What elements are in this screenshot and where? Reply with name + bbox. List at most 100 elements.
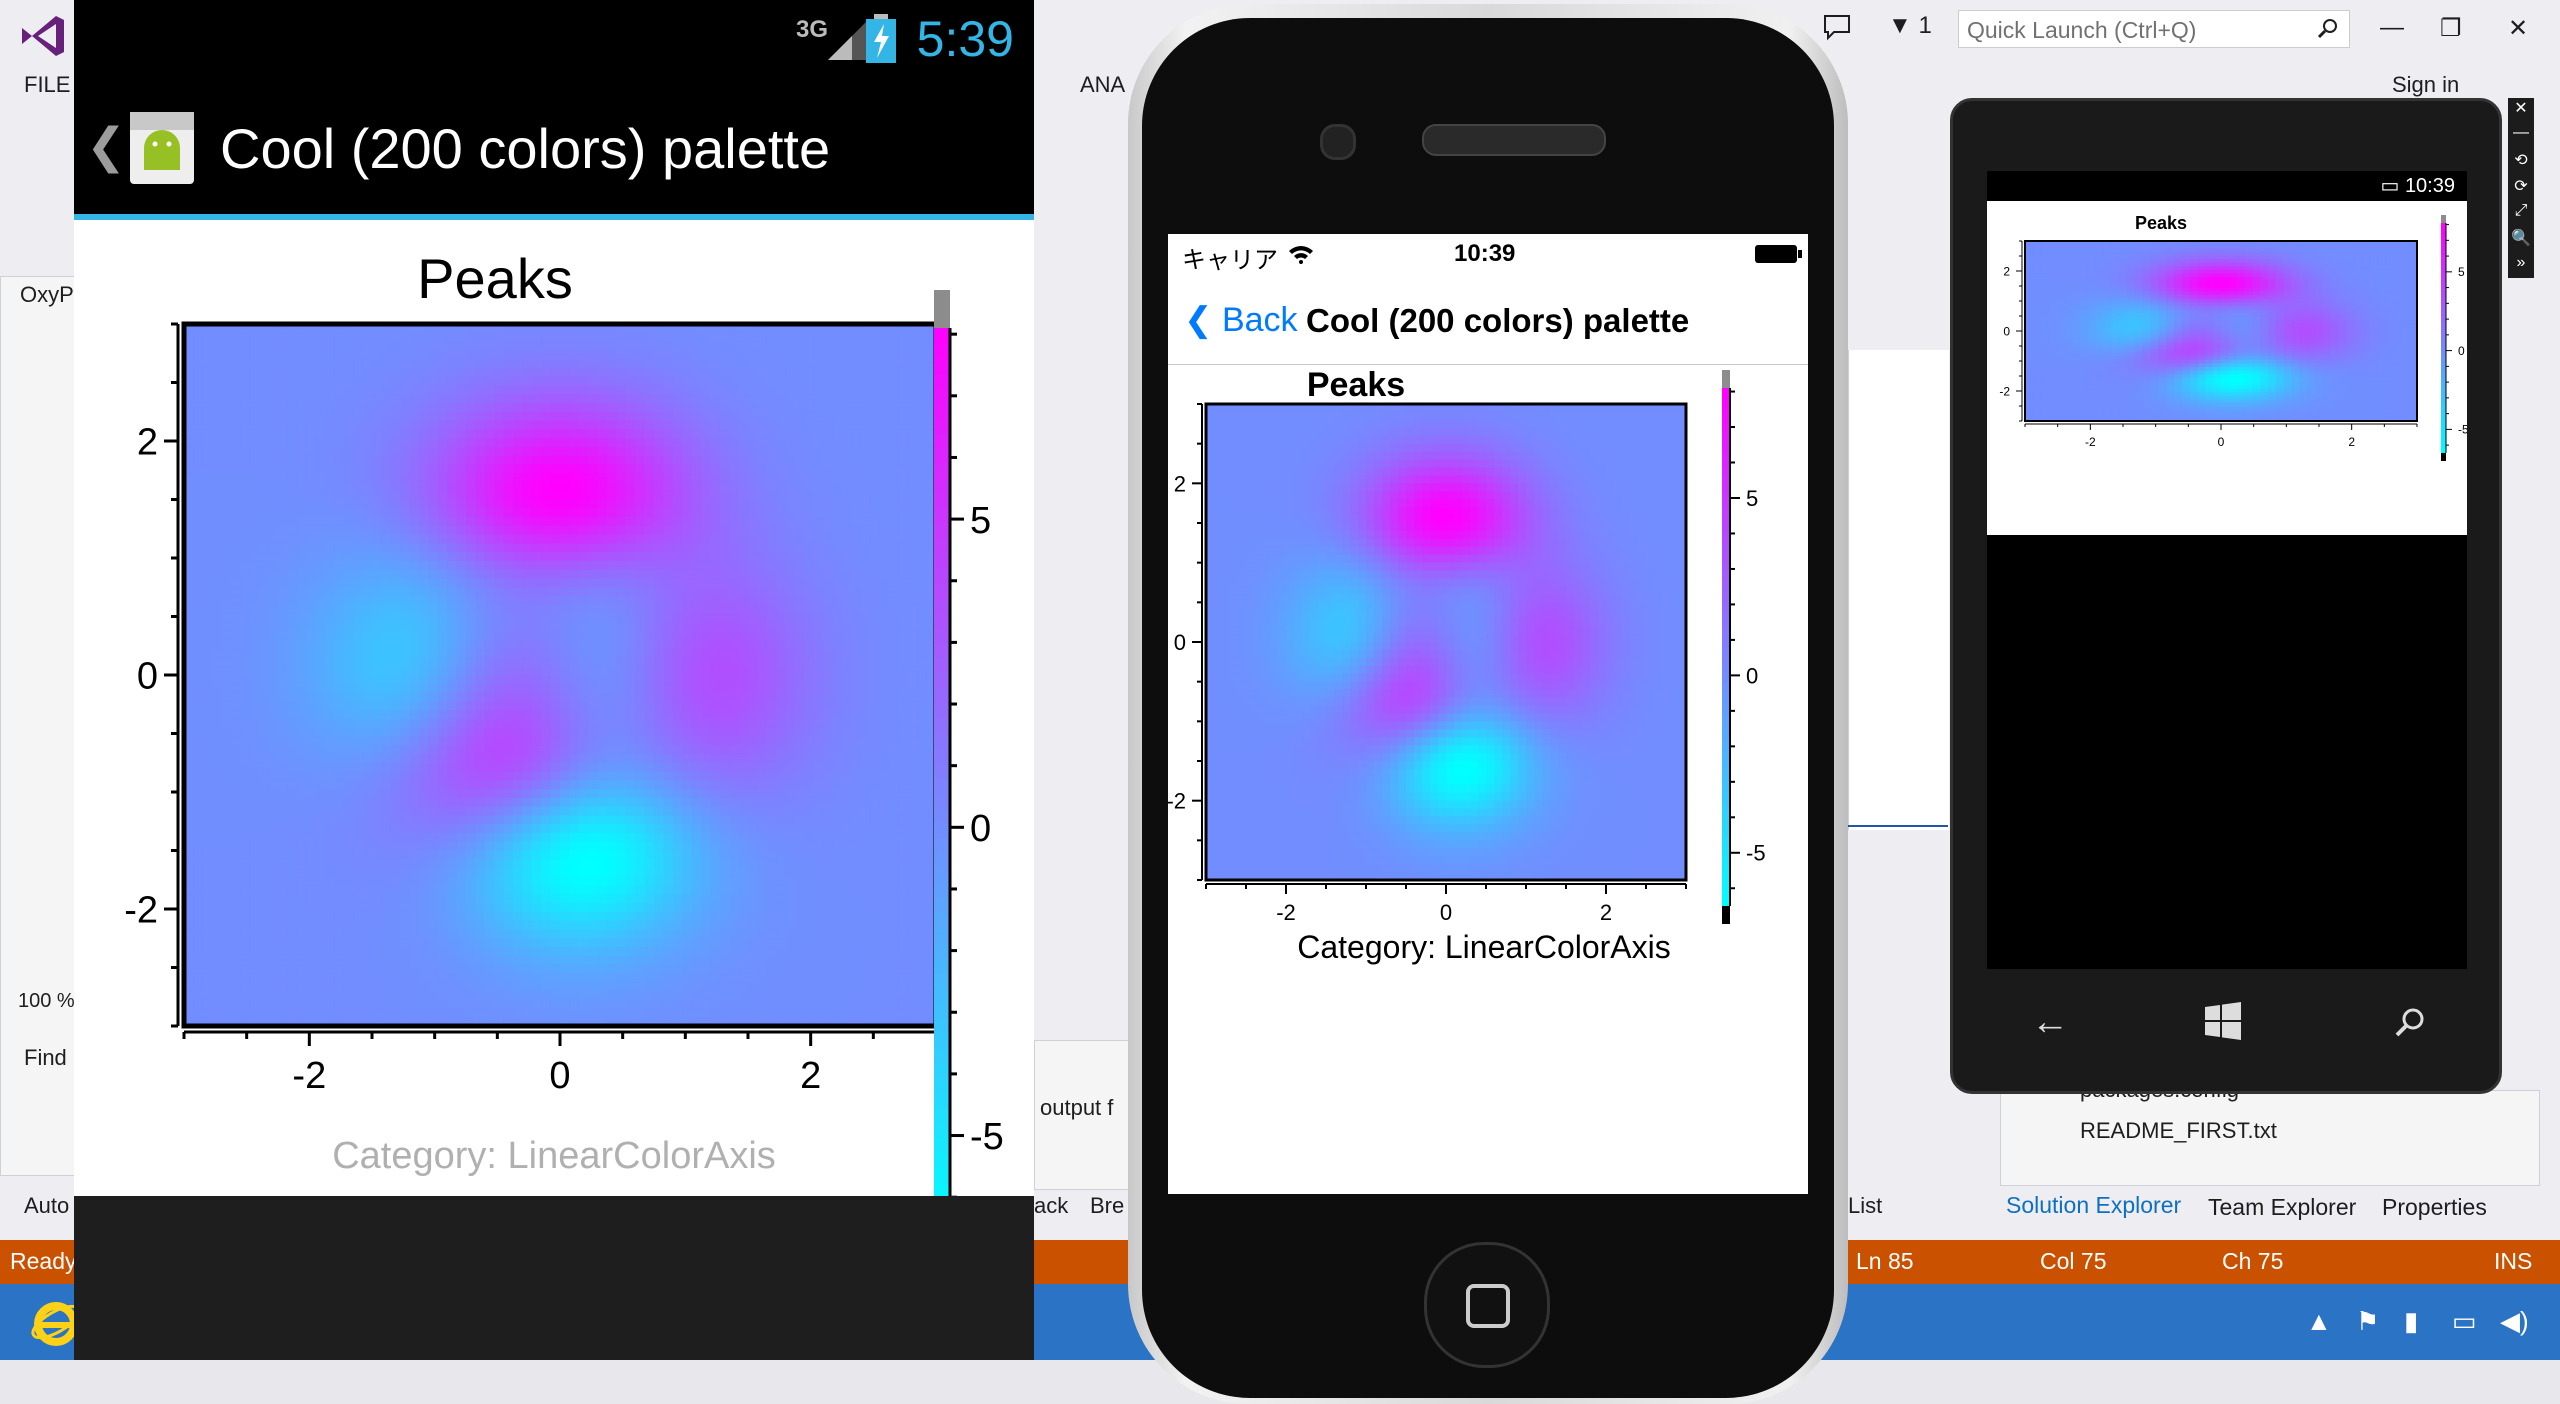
tray-flag-icon[interactable]: ⚑ (2356, 1306, 2379, 1337)
heatmap-cell (682, 368, 692, 377)
tray-power-icon[interactable]: ▮ (2404, 1306, 2418, 1337)
heatmap-cell (663, 824, 673, 833)
solution-item-readme[interactable]: README_FIRST.txt (2080, 1118, 2277, 1144)
heatmap-cell (757, 368, 767, 377)
tray-arrow-icon[interactable]: ▲ (2306, 1306, 2332, 1337)
heatmap-cell (287, 500, 297, 509)
heatmap-cell (494, 719, 504, 728)
heatmap-cell (457, 1008, 467, 1017)
heatmap-cell (193, 631, 203, 640)
heatmap-cell (475, 894, 485, 903)
heatmap-cell (287, 789, 297, 798)
tray-volume-icon[interactable]: ◀) (2500, 1306, 2529, 1337)
heatmap-cell (363, 438, 373, 447)
heatmap-cell (560, 956, 570, 965)
heatmap-cell (334, 570, 344, 579)
heatmap-cell (372, 429, 382, 438)
heatmap-cell (391, 570, 401, 579)
menu-file[interactable]: FILE (24, 72, 70, 98)
heatmap-cell (344, 982, 354, 991)
heatmap-cell (240, 535, 250, 544)
minimize-button[interactable]: — (2380, 14, 2404, 42)
heatmap-cell (466, 482, 476, 491)
heatmap-cell (457, 877, 467, 886)
heatmap-cell (635, 666, 645, 675)
heatmap-cell (635, 973, 645, 982)
heatmap-cell (325, 693, 335, 702)
heatmap-cell (551, 605, 561, 614)
heatmap-cell (391, 1000, 401, 1009)
call-stack-tab[interactable]: ack (1034, 1193, 1068, 1219)
heatmap-cell (729, 657, 739, 666)
heatmap-cell (353, 789, 363, 798)
heatmap-cell (466, 938, 476, 947)
heatmap-cell (504, 929, 514, 938)
tray-network-icon[interactable]: ▭ (2452, 1306, 2477, 1337)
zoom-level[interactable]: 100 % (18, 990, 75, 1013)
heatmap-cell (541, 359, 551, 368)
heatmap-cell (551, 412, 561, 421)
heatmap-cell (513, 447, 523, 456)
error-list-tab[interactable]: List (1848, 1193, 1882, 1219)
feedback-flag[interactable]: ▼ 1 (1888, 12, 1932, 40)
heatmap-cell (306, 517, 316, 526)
menu-analyze[interactable]: ANA (1080, 72, 1125, 98)
heatmap-cell (466, 833, 476, 842)
heatmap-cell (748, 894, 758, 903)
heatmap-cell (485, 464, 495, 473)
heatmap-cell (391, 710, 401, 719)
heatmap-cell (344, 464, 354, 473)
heatmap-cell (513, 921, 523, 930)
heatmap-cell (645, 666, 655, 675)
heatmap-cell (231, 403, 241, 412)
breakpoints-tab[interactable]: Bre (1090, 1193, 1124, 1219)
heatmap-cell (541, 807, 551, 816)
heatmap-cell (522, 403, 532, 412)
heatmap-cell (316, 438, 326, 447)
heatmap-cell (607, 982, 617, 991)
heatmap-cell (466, 447, 476, 456)
heatmap-cell (616, 543, 626, 552)
heatmap-cell (391, 333, 401, 342)
heatmap-cell (193, 780, 203, 789)
close-button[interactable]: ✕ (2508, 14, 2528, 43)
heatmap-cell (701, 929, 711, 938)
heatmap-cell (438, 877, 448, 886)
tab-solution-explorer[interactable]: Solution Explorer (2006, 1192, 2181, 1219)
heatmap-cell (334, 842, 344, 851)
heatmap-cell (616, 342, 626, 351)
heatmap-cell (372, 447, 382, 456)
quick-launch-input[interactable]: Quick Launch (Ctrl+Q) (1958, 10, 2350, 48)
heatmap-cell (353, 403, 363, 412)
heatmap-cell (297, 570, 307, 579)
heatmap-cell (579, 403, 589, 412)
heatmap-cell (635, 385, 645, 394)
heatmap-cell (447, 675, 457, 684)
heatmap-cell (353, 394, 363, 403)
heatmap-cell (353, 578, 363, 587)
heatmap-cell (231, 921, 241, 930)
heatmap-cell (626, 631, 636, 640)
heatmap-cell (203, 385, 213, 394)
heatmap-cell (522, 894, 532, 903)
heatmap-cell (259, 824, 269, 833)
tab-properties[interactable]: Properties (2382, 1194, 2487, 1221)
sign-in-link[interactable]: Sign in (2392, 72, 2459, 98)
heatmap-cell (739, 605, 749, 614)
heatmap-cell (701, 342, 711, 351)
heatmap-cell (513, 868, 523, 877)
tab-team-explorer[interactable]: Team Explorer (2208, 1194, 2356, 1221)
heatmap-cell (334, 991, 344, 1000)
heatmap-cell (381, 868, 391, 877)
heatmap-cell (654, 429, 664, 438)
heatmap-cell (748, 543, 758, 552)
autos-tab[interactable]: Auto (24, 1193, 69, 1219)
back-chevron-icon[interactable]: ❮ (86, 118, 126, 174)
restore-button[interactable]: ❐ (2440, 14, 2462, 43)
heatmap-cell (579, 701, 589, 710)
heatmap-cell (306, 903, 316, 912)
heatmap-cell (316, 350, 326, 359)
heatmap-cell (654, 631, 664, 640)
heatmap-cell (316, 456, 326, 465)
